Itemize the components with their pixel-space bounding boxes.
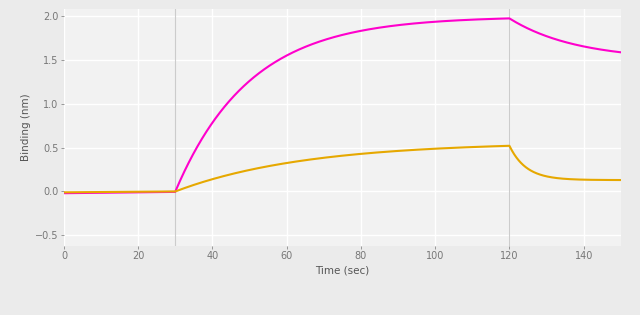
X-axis label: Time (sec): Time (sec) <box>316 266 369 275</box>
Y-axis label: Binding (nm): Binding (nm) <box>20 94 31 161</box>
